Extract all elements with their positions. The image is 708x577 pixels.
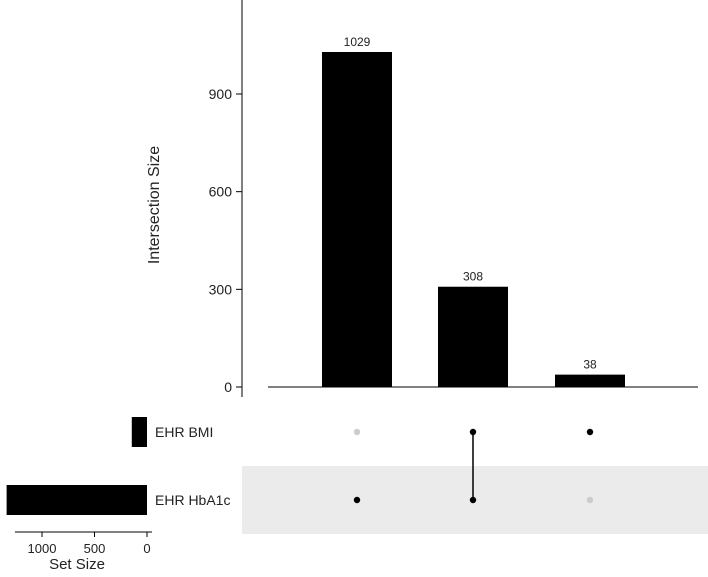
set-size-axis-label: Set Size [49,556,105,572]
set-size-bars [6,417,147,515]
set-size-ticks: 1000 500 0 [28,532,151,556]
intersection-bars: 1029 308 38 [322,35,625,388]
set-size-panel: EHR BMI EHR HbA1c 1000 500 0 Set Size [6,417,230,573]
set-label: EHR HbA1c [155,492,230,508]
intersection-axis: 0 300 600 900 Intersection Size [146,0,698,397]
y-tick-label: 900 [209,86,233,102]
set-size-tick-label: 1000 [28,541,57,556]
y-tick-label: 0 [224,379,232,395]
intersection-bar [322,52,392,388]
set-size-tick-label: 500 [84,541,106,556]
intersection-bar [438,286,508,387]
bar-value-label: 1029 [344,35,371,49]
y-ticks: 0 300 600 900 [209,86,242,395]
matrix-dot-inactive [353,428,361,436]
set-labels: EHR BMI EHR HbA1c [155,424,230,508]
matrix-dot-active [353,496,361,504]
membership-matrix [353,428,594,504]
matrix-dot-active [586,428,594,436]
set-size-tick-label: 0 [143,541,150,556]
y-axis-label: Intersection Size [146,146,163,264]
intersection-bar [555,374,625,387]
set-label: EHR BMI [155,424,213,440]
set-size-bar [131,417,147,447]
matrix-dot-inactive [586,496,594,504]
matrix-dot-active [469,496,477,504]
bar-value-label: 38 [583,358,597,372]
matrix-dot-active [469,428,477,436]
bar-value-label: 308 [463,270,483,284]
y-tick-label: 300 [209,281,233,297]
y-tick-label: 600 [209,184,233,200]
set-size-bar [6,485,147,515]
